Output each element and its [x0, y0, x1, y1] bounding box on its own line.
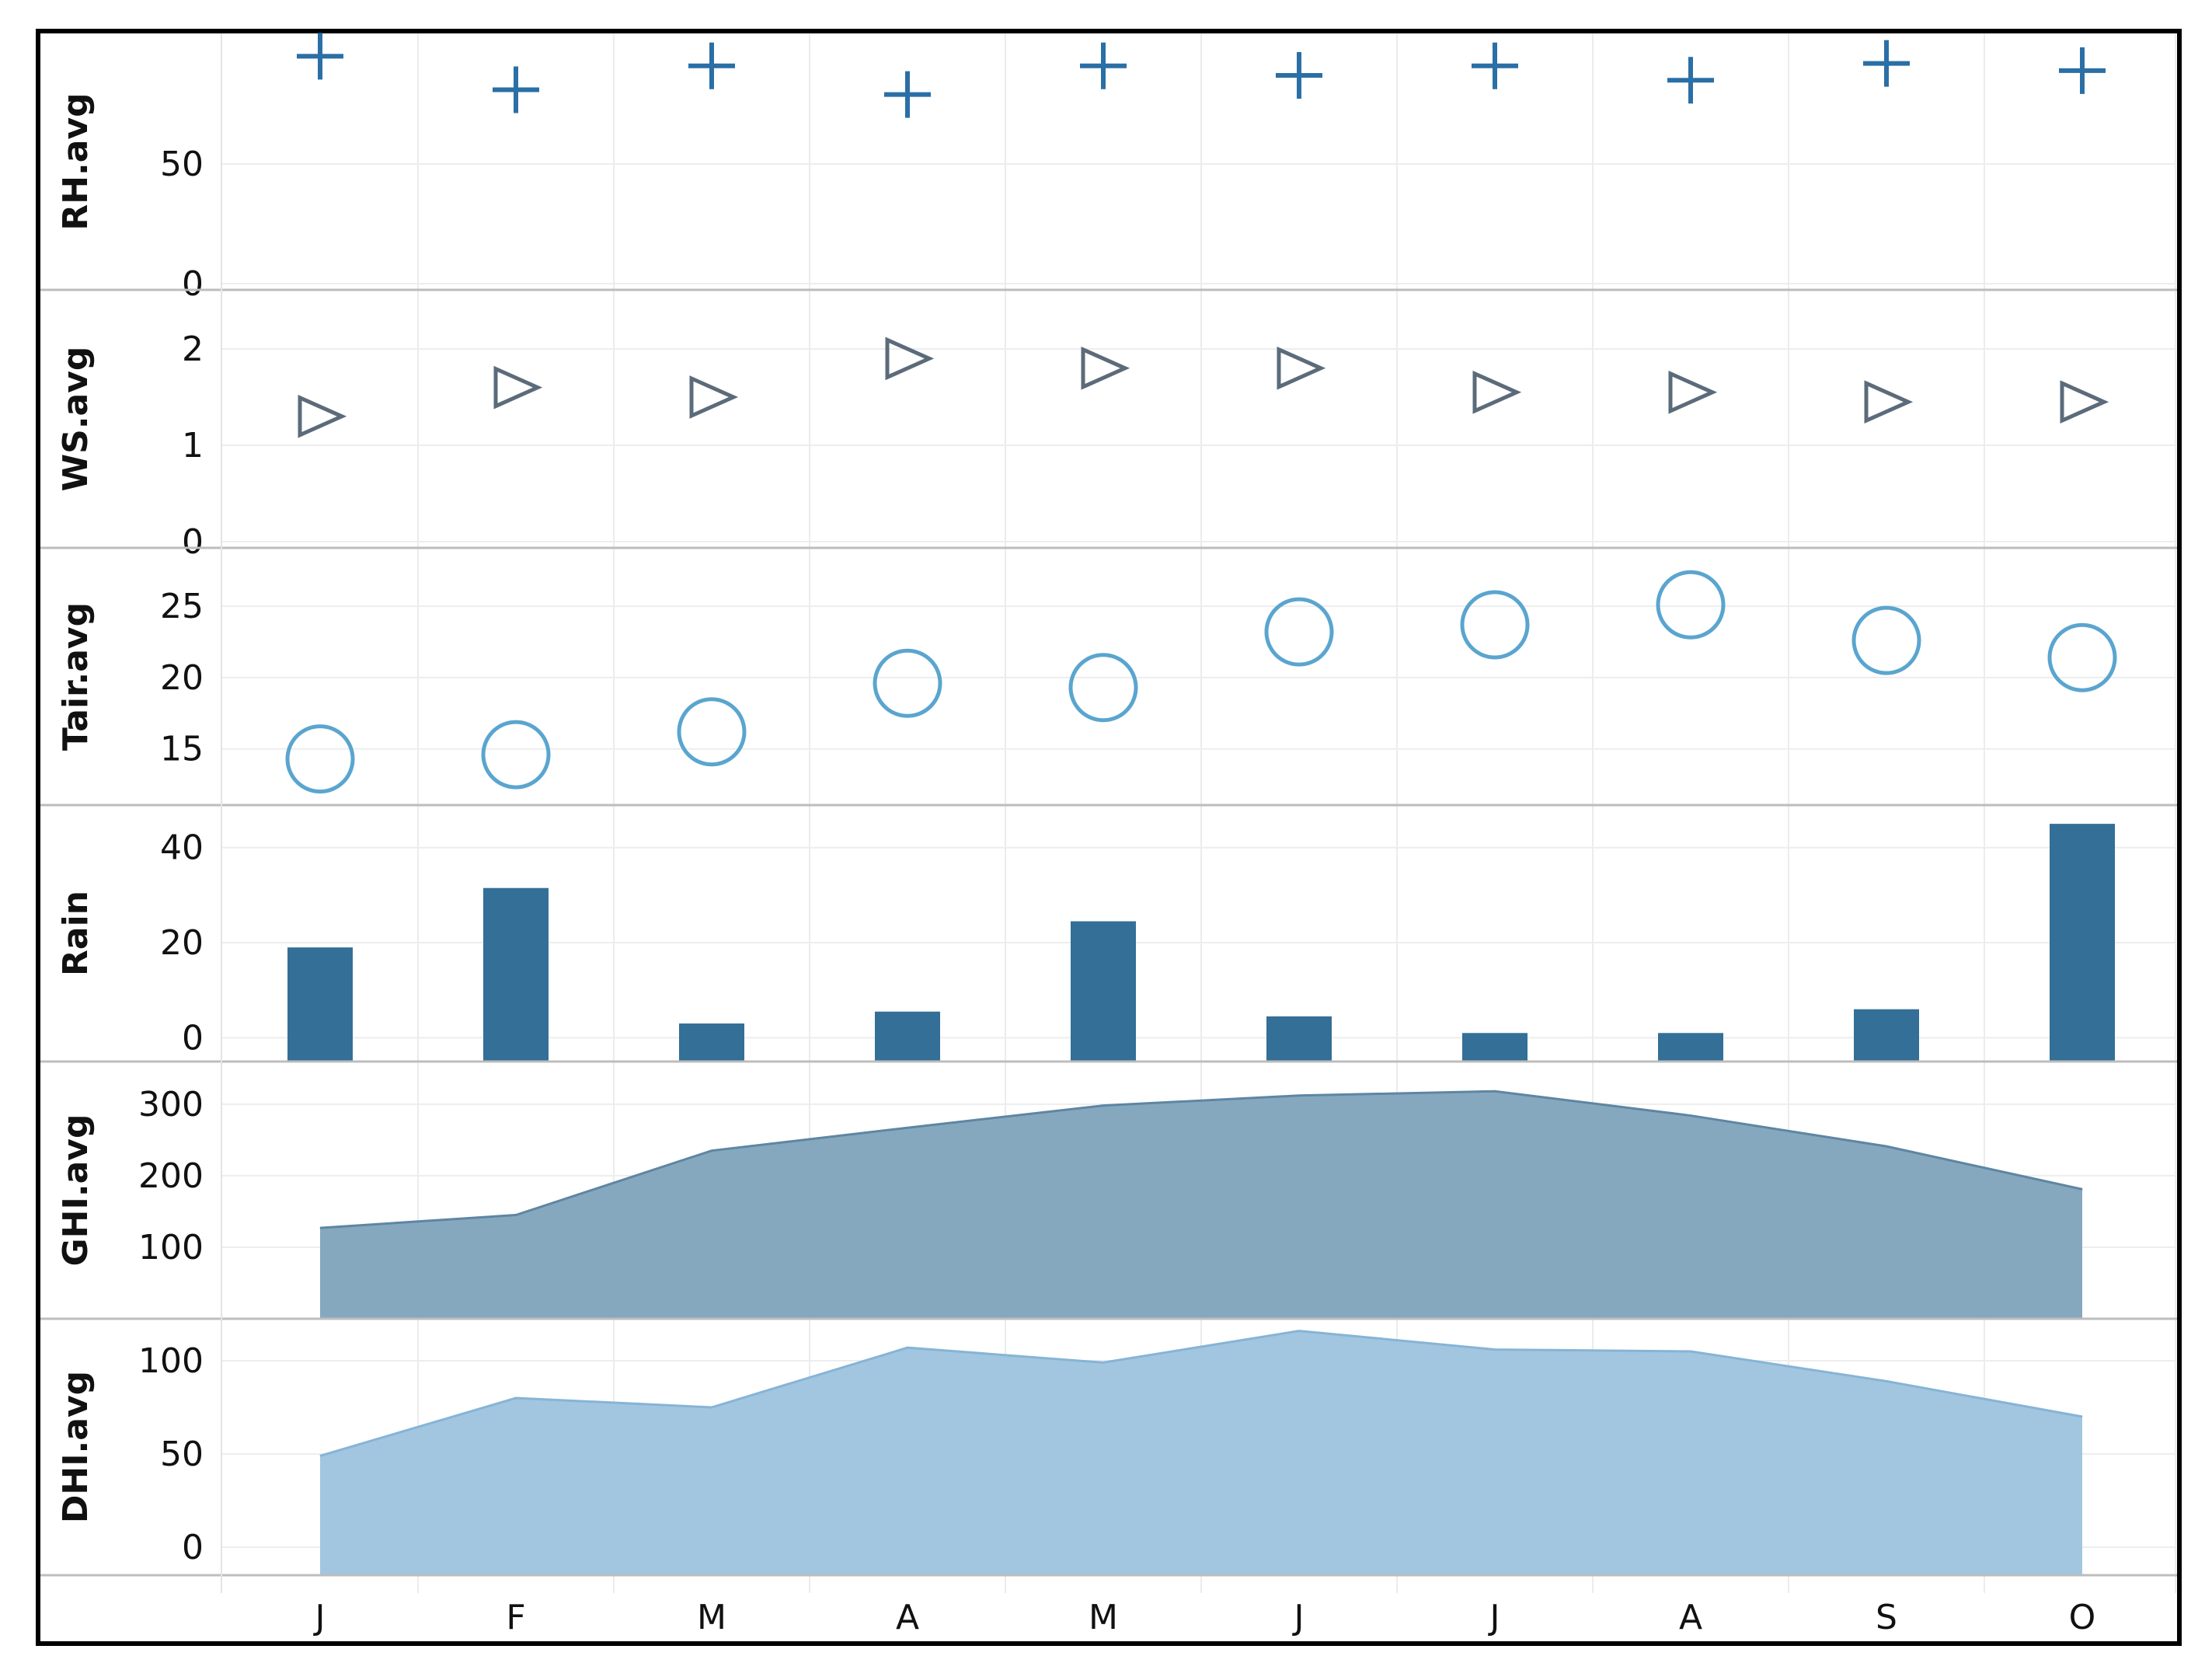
x-tick-label: S [1876, 1598, 1897, 1637]
tair-point [1068, 653, 1138, 723]
x-tick-label: J [1292, 1598, 1305, 1637]
y-tick-label: 200 [138, 1156, 204, 1196]
x-tick-label: A [1679, 1598, 1702, 1637]
tair-point [873, 648, 942, 718]
ws-point [1277, 346, 1326, 390]
panel-rain: 0 20 40 Rain [56, 824, 2175, 1062]
rh-point [1276, 52, 1322, 99]
rh-point [2059, 47, 2106, 94]
ws-point [885, 336, 935, 381]
rain-bar [1658, 1033, 1723, 1062]
x-tick-label: M [1089, 1598, 1118, 1637]
ghi-point [1298, 1095, 1300, 1096]
ws-point [1864, 380, 1914, 424]
y-tick-label: 20 [160, 923, 204, 963]
tair-point [1460, 590, 1530, 660]
y-axis-label: Tair.avg [56, 602, 96, 751]
rain-bar [1854, 1009, 1919, 1062]
x-tick-label: A [896, 1598, 919, 1637]
y-tick-label: 20 [160, 658, 204, 698]
ws-point [493, 365, 543, 410]
tair-point [2047, 622, 2117, 692]
y-tick-label: 15 [160, 730, 204, 769]
rh-point [1080, 42, 1127, 89]
dhi-point [1103, 1361, 1104, 1363]
y-tick-label: 50 [160, 145, 204, 184]
y-tick-label: 0 [182, 1528, 204, 1567]
ghi-area [320, 1091, 2082, 1319]
ws-point [1081, 346, 1130, 390]
rain-bar [1462, 1033, 1527, 1062]
x-tick-label: O [2069, 1598, 2096, 1637]
rh-point [493, 66, 539, 113]
y-tick-label: 100 [138, 1341, 204, 1381]
dhi-area [320, 1330, 2082, 1575]
rain-bar [1071, 921, 1136, 1062]
tair-point [1264, 597, 1334, 667]
y-axis-label: RH.avg [56, 92, 96, 230]
rh-point [688, 42, 735, 89]
ghi-point [319, 1227, 321, 1229]
y-tick-label: 0 [182, 1018, 204, 1058]
ws-point [1668, 370, 1718, 414]
rh-point [1863, 40, 1910, 87]
y-tick-label: 2 [182, 329, 204, 369]
ghi-point [1103, 1105, 1104, 1107]
ws-point [1472, 370, 1522, 414]
y-tick-label: 1 [182, 426, 204, 465]
x-tick-label: F [506, 1598, 525, 1637]
y-tick-label: 0 [182, 522, 204, 562]
tair-point [1656, 570, 1726, 640]
y-axis-label: WS.avg [56, 347, 96, 492]
tair-point [481, 720, 551, 790]
ghi-line [319, 1090, 2083, 1229]
x-tick-label: M [697, 1598, 726, 1637]
ws-point [298, 394, 347, 438]
panel-dhi: 0 50 100 DHI.avg [56, 1330, 2175, 1575]
ghi-point [2081, 1188, 2083, 1190]
rain-bar [2050, 824, 2115, 1062]
dhi-point [1298, 1330, 1300, 1332]
tair-point [677, 697, 747, 767]
ws-point [689, 375, 739, 419]
y-axis-label: DHI.avg [56, 1371, 96, 1523]
y-tick-label: 25 [160, 587, 204, 626]
ws-point [2060, 380, 2109, 424]
dhi-line [319, 1330, 2083, 1457]
tair-point [1851, 605, 1921, 675]
dhi-point [515, 1397, 517, 1399]
rain-bar [483, 887, 549, 1062]
panel-tair: 15 20 25 Tair.avg [56, 570, 2175, 794]
x-tick-label: J [313, 1598, 326, 1637]
y-axis-label: GHI.avg [56, 1114, 96, 1267]
y-tick-label: 50 [160, 1435, 204, 1474]
dhi-point [1886, 1380, 1887, 1382]
rain-bar [287, 947, 353, 1062]
rh-point [297, 33, 343, 80]
tair-point [285, 724, 355, 794]
y-tick-label: 300 [138, 1085, 204, 1124]
rh-point [884, 71, 931, 118]
ghi-point [1886, 1145, 1887, 1147]
rain-bar [875, 1011, 940, 1062]
panel-ws: 0 1 2 WS.avg [56, 329, 2175, 562]
rh-point [1472, 42, 1518, 89]
rain-bar [1266, 1016, 1332, 1062]
dhi-point [1494, 1349, 1496, 1351]
y-tick-label: 0 [182, 264, 204, 304]
y-tick-label: 40 [160, 828, 204, 868]
rain-bar [679, 1023, 744, 1062]
y-tick-label: 100 [138, 1228, 204, 1267]
ghi-point [1494, 1090, 1496, 1092]
rh-point [1667, 57, 1714, 104]
panel-rh: 0 50 RH.avg [56, 33, 2175, 304]
panel-ghi: 100 200 300 GHI.avg [56, 1085, 2175, 1319]
x-tick-label: J [1488, 1598, 1500, 1637]
y-axis-label: Rain [56, 891, 96, 976]
